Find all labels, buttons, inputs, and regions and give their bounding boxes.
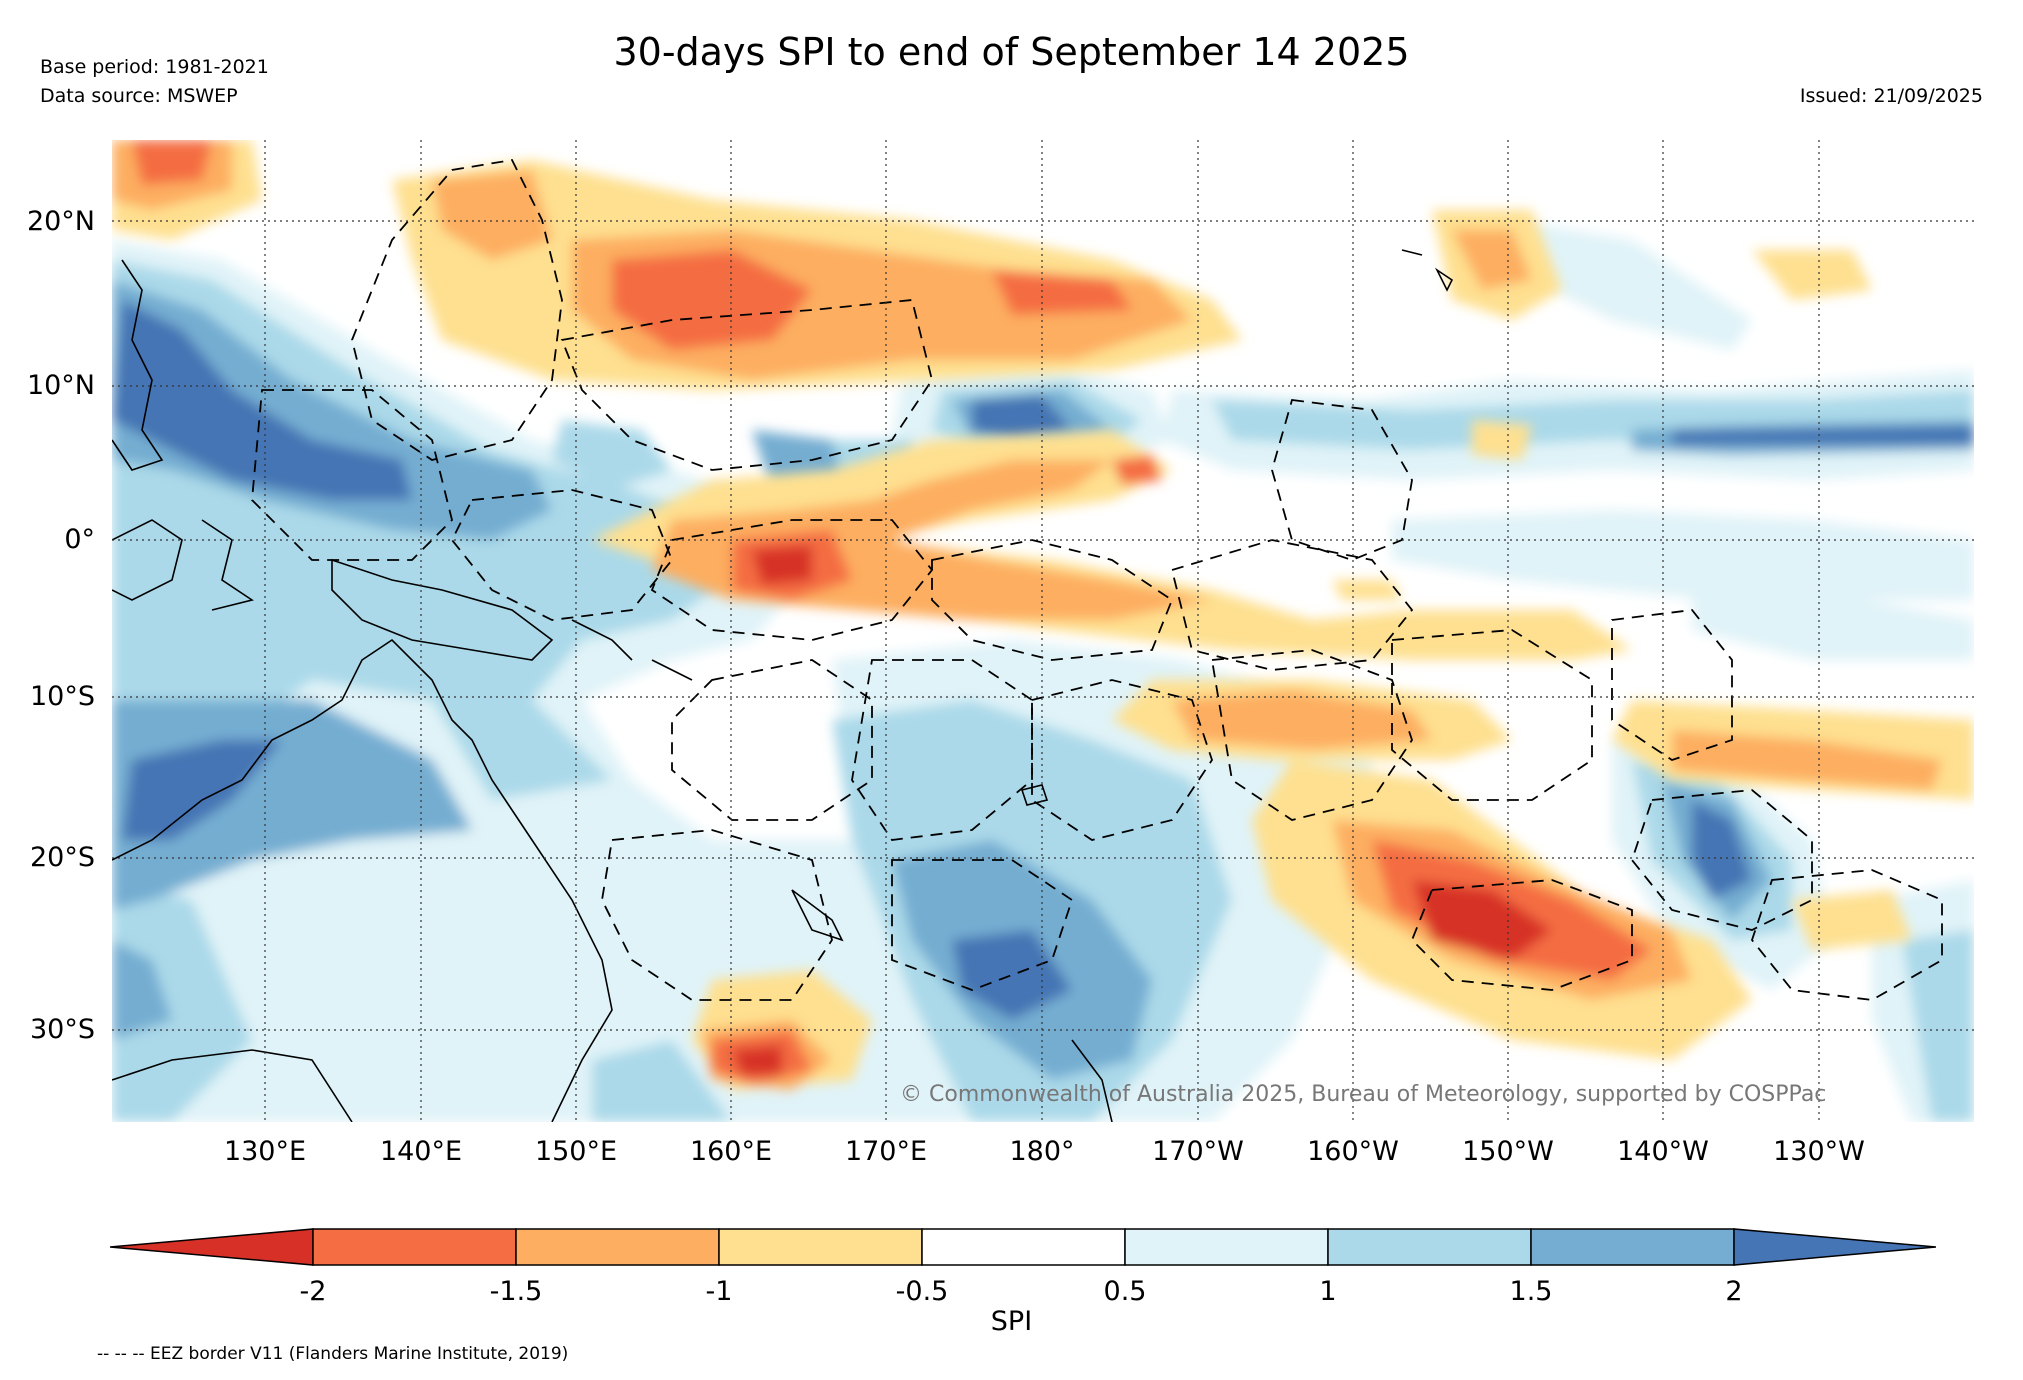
colorbar-segment-below-minus-2 xyxy=(110,1228,314,1266)
colorbar-tick-1: 1 xyxy=(1319,1276,1337,1307)
colorbar-segment-above-2 xyxy=(1733,1228,1936,1266)
colorbar-segment-1-5-to-2 xyxy=(1530,1228,1735,1266)
lat-label-20s: 20°S xyxy=(30,842,95,873)
colorbar-tick-minus-1-5: -1.5 xyxy=(489,1276,543,1307)
borneo-sulawesi-coastline xyxy=(112,519,254,611)
philippines-coastline xyxy=(112,259,164,471)
lat-label-30s: 30°S xyxy=(30,1014,95,1045)
wet-anomaly-regions xyxy=(112,220,1974,1122)
colorbar-tick-minus-0-5: -0.5 xyxy=(895,1276,949,1307)
colorbar-segment-minus-1-to-minus-0-5 xyxy=(718,1228,923,1266)
lon-label-140e: 140°E xyxy=(379,1136,463,1167)
colorbar-segment-minus-1-5-to-minus-1 xyxy=(515,1228,720,1266)
colorbar-tick-0-5: 0.5 xyxy=(1103,1276,1147,1307)
lon-label-140w: 140°W xyxy=(1617,1136,1709,1167)
eez-border-legend: -- -- -- EEZ border V11 (Flanders Marine… xyxy=(97,1344,569,1364)
lon-label-170w: 170°W xyxy=(1152,1136,1244,1167)
colorbar-segment-minus-0-5-to-0-5 xyxy=(921,1228,1126,1266)
data-source-note: Data source: MSWEP xyxy=(40,85,238,107)
lat-label-20n: 20°N xyxy=(26,206,95,237)
colorbar-segment-minus-2-to-minus-1-5 xyxy=(312,1228,517,1266)
spi-colorbar xyxy=(110,1228,1936,1266)
spi-map xyxy=(112,140,1974,1122)
fiji-coastline xyxy=(1020,784,1049,806)
colorbar-tick-minus-2: -2 xyxy=(299,1276,327,1307)
lon-label-160e: 160°E xyxy=(689,1136,773,1167)
lat-label-10s: 10°S xyxy=(30,681,95,712)
colorbar-tick-1-5: 1.5 xyxy=(1509,1276,1553,1307)
colorbar-segment-0-5-to-1 xyxy=(1124,1228,1329,1266)
coastlines xyxy=(112,249,1454,1122)
colorbar-tick-2: 2 xyxy=(1725,1276,1743,1307)
lat-label-equator: 0° xyxy=(64,524,95,555)
lon-label-150w: 150°W xyxy=(1462,1136,1554,1167)
colorbar-segment-1-to-1-5 xyxy=(1327,1228,1532,1266)
lon-label-170e: 170°E xyxy=(844,1136,928,1167)
base-period-note: Base period: 1981-2021 xyxy=(40,56,269,78)
solomon-islands-coastline xyxy=(571,619,693,681)
new-caledonia-coastline xyxy=(791,889,844,942)
graticule xyxy=(112,140,1974,1122)
new-guinea-coastline xyxy=(331,558,554,661)
issued-date: Issued: 21/09/2025 xyxy=(1799,85,1983,107)
lon-label-130w: 130°W xyxy=(1773,1136,1865,1167)
copyright-notice: © Commonwealth of Australia 2025, Bureau… xyxy=(900,1082,1827,1107)
hawaii-coastline xyxy=(1401,249,1454,292)
lat-label-10n: 10°N xyxy=(26,370,95,401)
map-title: 30-days SPI to end of September 14 2025 xyxy=(613,30,1410,74)
australia-coastline xyxy=(112,638,613,1122)
colorbar-title: SPI xyxy=(990,1306,1033,1337)
lon-label-150e: 150°E xyxy=(534,1136,618,1167)
lon-label-130e: 130°E xyxy=(223,1136,307,1167)
australia-south-coast xyxy=(112,1049,353,1122)
new-zealand-coastline xyxy=(1071,1039,1113,1122)
colorbar-tick-minus-1: -1 xyxy=(705,1276,733,1307)
lon-label-180: 180° xyxy=(1009,1136,1075,1167)
lon-label-160w: 160°W xyxy=(1307,1136,1399,1167)
